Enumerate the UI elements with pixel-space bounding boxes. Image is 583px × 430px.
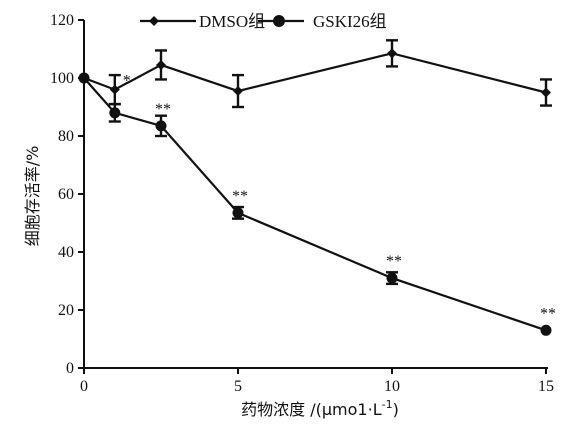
data-point bbox=[109, 84, 120, 95]
x-axis-title: 药物浓度 /(μmo1·L-1) bbox=[241, 398, 399, 419]
x-tick-label: 15 bbox=[538, 378, 554, 395]
y-axis-title: 细胞存活率/% bbox=[23, 146, 42, 247]
y-tick-label: 0 bbox=[66, 360, 74, 377]
significance-label: ** bbox=[155, 101, 171, 118]
x-axis-title-sup: -1 bbox=[382, 398, 393, 411]
data-point bbox=[155, 120, 167, 132]
data-point bbox=[540, 324, 552, 336]
x-tick-label: 5 bbox=[234, 378, 242, 395]
annotations: ********* bbox=[123, 73, 556, 323]
y-tick-label: 80 bbox=[58, 128, 74, 145]
axes: 0 20 40 60 80 100 120 0 5 10 15 bbox=[50, 12, 554, 395]
legend-label: DMSO组 bbox=[199, 12, 265, 31]
y-tick-label: 40 bbox=[58, 244, 74, 261]
data-point bbox=[386, 272, 398, 284]
series-line bbox=[83, 52, 547, 94]
x-tick-label: 0 bbox=[80, 378, 88, 395]
series-2 bbox=[78, 72, 552, 336]
y-tick-label: 100 bbox=[50, 70, 74, 87]
x-axis-title-main: 药物浓度 /(μmo1·L bbox=[241, 400, 382, 419]
y-tick-label: 60 bbox=[58, 186, 74, 203]
series-layer bbox=[78, 39, 552, 336]
data-point bbox=[232, 207, 244, 219]
legend-marker bbox=[149, 16, 159, 26]
data-point bbox=[233, 86, 243, 97]
y-tick-label: 120 bbox=[50, 12, 74, 29]
series-1 bbox=[79, 39, 552, 109]
legend-item-1: DMSO组 bbox=[140, 12, 265, 31]
x-axis-title-tail: ) bbox=[393, 400, 399, 419]
legend-marker bbox=[273, 15, 285, 27]
significance-label: ** bbox=[386, 253, 402, 270]
data-point bbox=[78, 72, 90, 84]
legend-item-2: GSKI26组 bbox=[258, 12, 387, 31]
y-tick-label: 20 bbox=[58, 302, 74, 319]
legend: DMSO组 GSKI26组 bbox=[140, 12, 387, 31]
data-point bbox=[541, 87, 551, 98]
data-point bbox=[156, 59, 166, 70]
data-point bbox=[109, 107, 121, 119]
data-point bbox=[387, 48, 397, 59]
significance-label: ** bbox=[232, 188, 248, 205]
x-tick-label: 10 bbox=[384, 378, 400, 395]
series-line bbox=[83, 77, 547, 332]
significance-label: * bbox=[123, 73, 131, 90]
significance-label: ** bbox=[540, 305, 556, 322]
legend-label: GSKI26组 bbox=[313, 12, 387, 31]
